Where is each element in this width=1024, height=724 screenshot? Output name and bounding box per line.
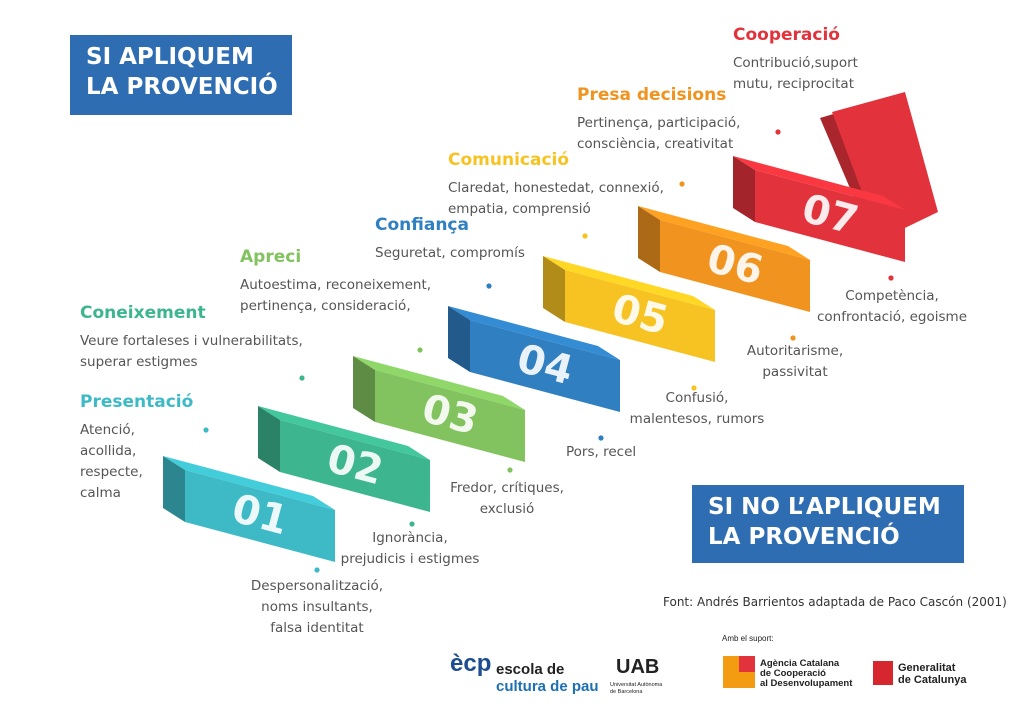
step-front (565, 270, 715, 362)
dot (507, 467, 513, 473)
negative-text: exclusió (479, 501, 535, 517)
step-top (733, 156, 905, 210)
step-top (353, 356, 525, 410)
header-line: SI NO L’APLIQUEM (708, 494, 941, 520)
uab-text: de Barcelona (610, 689, 643, 695)
step-top (258, 406, 430, 460)
step-front (375, 370, 525, 462)
dot (299, 375, 305, 381)
dot (598, 435, 604, 441)
step-top (448, 306, 620, 360)
positive-text: acollida, (80, 443, 137, 459)
positive-text: Claredat, honestedat, connexió, (448, 180, 664, 196)
positive-text: empatia, comprensió (448, 201, 591, 217)
negative-text: falsa identitat (270, 620, 364, 636)
dot (417, 347, 423, 353)
header-line: SI APLIQUEM (86, 44, 254, 70)
step-front (470, 320, 620, 412)
dot (582, 233, 588, 239)
dot (775, 129, 781, 135)
gencat-text: de Catalunya (898, 674, 967, 686)
gencat-text: Generalitat (898, 662, 956, 674)
step-side (448, 306, 470, 372)
positive-text: Seguretat, compromís (375, 245, 525, 261)
gencat-mark (873, 661, 893, 685)
step-front (755, 170, 905, 262)
ecp-text: cultura de pau (496, 678, 599, 695)
ecp-text: escola de (496, 661, 565, 678)
dot (314, 567, 320, 573)
negative-text: Competència, (845, 288, 939, 304)
step-side (258, 406, 280, 472)
dot (790, 335, 796, 341)
step-top (543, 256, 715, 310)
positive-text: respecte, (80, 464, 143, 480)
step-side (163, 456, 185, 522)
accd-text: de Cooperació (760, 668, 826, 679)
support-label: Amb el suport: (722, 634, 774, 643)
dot (679, 181, 685, 187)
negative-text: Fredor, crítiques, (450, 480, 564, 496)
header-positive: SI APLIQUEM LA PROVENCIÓ (70, 35, 292, 115)
step-title: Coneixement (80, 303, 206, 323)
negative-text: confrontació, egoisme (816, 309, 968, 325)
step-top (638, 206, 810, 260)
dot (888, 275, 894, 281)
step-title: Cooperació (733, 25, 840, 45)
negative-text: Despersonalització, (250, 578, 384, 594)
step-top (163, 456, 335, 510)
step-side (543, 256, 565, 322)
ecp-mark: ècp (450, 650, 492, 677)
positive-text: calma (80, 485, 121, 501)
negative-text: Confusió, (665, 390, 729, 406)
arrow-head (832, 92, 938, 240)
negative-text: passivitat (762, 364, 828, 380)
uab-text: Universitat Autònoma (610, 682, 663, 688)
negative-text: Ignorància, (372, 530, 448, 546)
step-front (660, 220, 810, 312)
source: Font: Andrés Barrientos adaptada de Paco… (663, 595, 1007, 609)
step-title: Presa decisions (577, 85, 727, 105)
negative-text: malentesos, rumors (629, 411, 765, 427)
positive-text: Veure fortaleses i vulnerabilitats, (80, 333, 303, 349)
step-title: Apreci (240, 247, 302, 267)
positive-text: mutu, reciprocitat (733, 76, 854, 92)
step-title: Presentació (80, 392, 194, 412)
step-front (280, 420, 430, 512)
step-front (185, 470, 335, 562)
header-line: LA PROVENCIÓ (86, 74, 278, 100)
negative-text: prejudicis i estigmes (340, 551, 480, 567)
header-negative: SI NO L’APLIQUEM LA PROVENCIÓ (692, 485, 964, 563)
accd-mark (739, 656, 755, 672)
step-title: Confiança (375, 215, 469, 235)
positive-text: pertinença, consideració, (240, 298, 411, 314)
uab-logo: UAB (616, 656, 660, 678)
positive-text: Contribució,suport (733, 55, 858, 71)
step-side (353, 356, 375, 422)
step-side (638, 206, 660, 272)
positive-text: superar estigmes (80, 354, 198, 370)
positive-text: Atenció, (80, 422, 135, 438)
dot (203, 427, 209, 433)
negative-text: Autoritarisme, (746, 343, 844, 359)
positive-text: consciència, creativitat (577, 136, 734, 152)
dot (486, 283, 492, 289)
accd-text: al Desenvolupament (760, 678, 853, 689)
dot (409, 521, 415, 527)
step-side (733, 156, 755, 222)
header-line: LA PROVENCIÓ (708, 524, 900, 550)
dot (691, 385, 697, 391)
negative-text: noms insultants, (261, 599, 373, 615)
accd-text: Agència Catalana (760, 658, 840, 669)
negative-text: Pors, recel (566, 444, 637, 460)
positive-text: Autoestima, reconeixement, (240, 277, 432, 293)
step-title: Comunicació (448, 150, 570, 170)
positive-text: Pertinença, participació, (577, 115, 741, 131)
